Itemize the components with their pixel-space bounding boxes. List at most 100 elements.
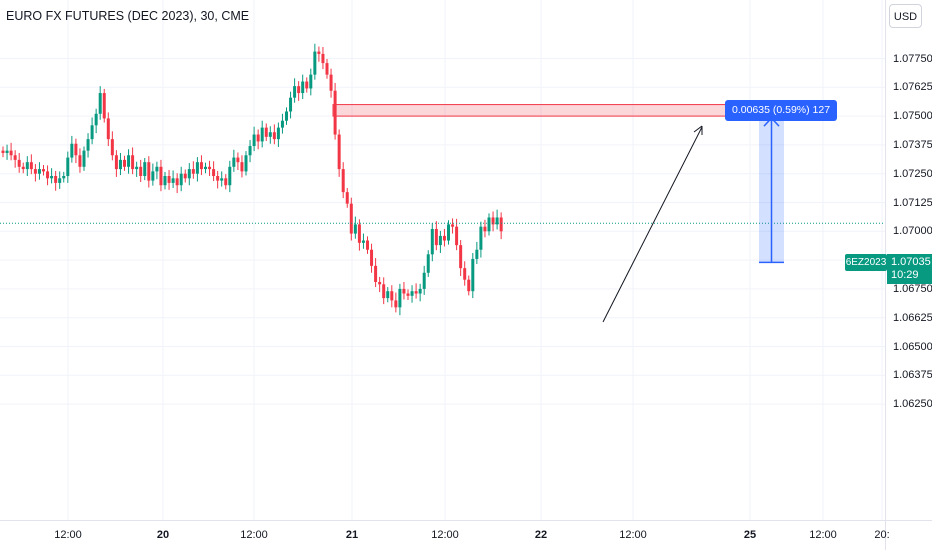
candle-body [9,150,13,156]
candle-body [317,51,321,54]
candle-body [187,169,191,179]
candle-body [216,176,220,181]
time-tick-label: 12:00 [240,529,268,541]
price-tick-label: 1.07000 [893,225,932,238]
candle-body [438,235,442,246]
candle-body [82,150,86,167]
candle-body [183,173,187,179]
candle-body [402,288,406,294]
symbol-tag: 6EZ2023 [845,254,887,271]
candle-body [451,224,455,227]
candle-body [374,265,378,282]
candle-body [479,226,483,250]
candle-body [361,240,365,243]
candle-body [378,281,382,285]
candle-body [447,224,450,241]
candle-body [418,288,422,294]
candle-body [62,176,66,179]
candle-body [285,111,288,121]
candle-body [204,166,207,170]
candle-body [345,192,349,204]
candle-body [78,155,82,167]
candle-body [272,132,276,140]
time-tick-label: 12:00 [54,529,82,541]
projection-arrow [602,126,703,323]
candle-body [442,235,446,241]
candle-body [256,134,260,142]
candle-body [386,291,390,299]
candle-body [159,166,163,186]
candle-body [382,284,386,299]
candle-body [252,134,256,147]
candle-body [5,150,9,153]
candle-body [98,93,102,114]
candle-body [321,53,325,64]
time-tick-label: 12:00 [809,529,837,541]
candle-body [341,169,345,193]
measure-label[interactable]: 0.00635 (0.59%) 127 [725,100,838,121]
candle-body [139,166,143,177]
price-tick-label: 1.07750 [893,52,932,65]
candle-body [195,162,199,174]
candle-body [29,162,33,170]
candle-body [151,171,155,181]
price-tick-label: 1.06375 [893,369,932,382]
candle-body [475,249,479,259]
candle-body [357,224,361,243]
candle-body [171,178,175,183]
candle-body [329,74,333,91]
candle-body [390,291,394,301]
candle-body [370,249,374,266]
candle-body [70,143,74,158]
candle-body [414,291,418,294]
candle-body [325,63,329,75]
candle-body [276,127,280,140]
candle-body [94,113,98,126]
candle-body [260,127,264,142]
time-tick-label: 20 [156,529,170,541]
last-price-value: 1.07035 [891,256,931,268]
candle-body [208,166,212,170]
price-tick-label: 1.06750 [893,282,932,295]
candle-body [17,159,21,167]
price-tick-label: 1.07500 [893,110,932,123]
candle-body [21,166,25,170]
candle-body [123,159,126,167]
candle-body [236,157,240,163]
candle-body [1,150,5,153]
candle-body [42,169,45,172]
candle-body [406,293,410,296]
candle-body [175,178,179,186]
candle-body [268,132,272,137]
candle-body [66,157,70,177]
candle-body [487,217,491,232]
candle-body [309,74,313,89]
candle-body [46,171,50,179]
candle-body [495,217,499,225]
candle-body [127,155,131,167]
candle-body [50,176,54,179]
candle-body [58,178,62,183]
candle-body [499,217,503,232]
candle-body [244,155,248,172]
time-tick-label: 12:00 [431,529,459,541]
candle-body [491,217,495,225]
candle-body [155,166,159,172]
candle-body [86,139,90,151]
time-tick-label: 12:00 [619,529,647,541]
candle-body [337,134,341,170]
time-tick-label: 20: [874,529,890,541]
candle-body [74,143,78,156]
candle-body [102,93,106,119]
candle-body [280,120,284,128]
currency-button[interactable]: USD [889,4,922,28]
time-tick-label: 25 [743,529,757,541]
chart-title: EURO FX FUTURES (DEC 2023), 30, CME [6,9,250,23]
candle-body [212,169,216,177]
candle-body [293,86,297,98]
candle-body [33,169,37,174]
candle-body [118,159,122,170]
candle-body [467,279,471,292]
price-tick-label: 1.07625 [893,81,932,94]
